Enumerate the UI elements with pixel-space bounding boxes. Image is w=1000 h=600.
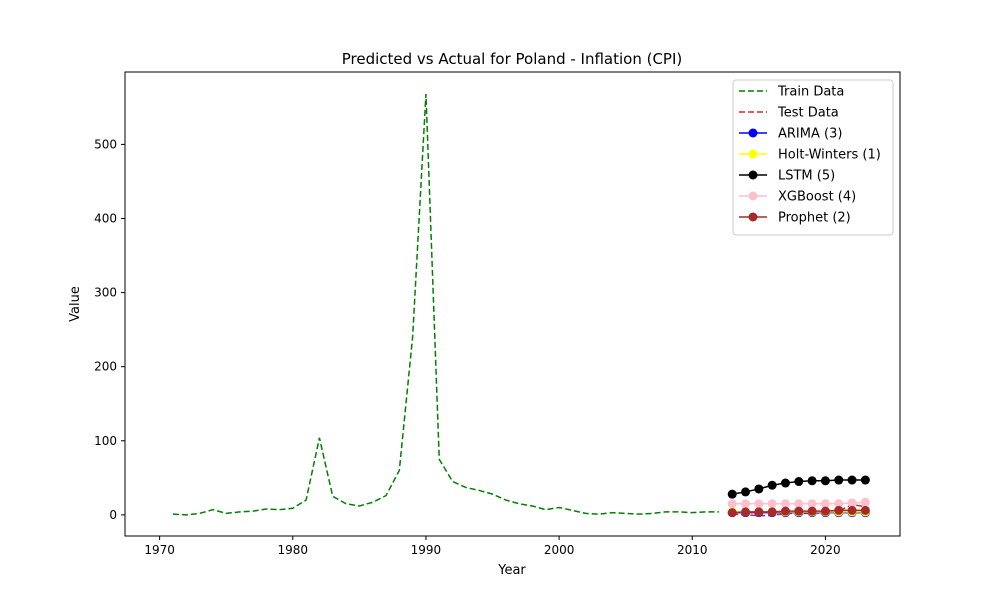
data-point-prophet-2	[727, 508, 737, 518]
series-train-data	[172, 93, 719, 516]
y-tick-label: 300	[94, 286, 117, 300]
data-point-xgboost-4	[754, 499, 764, 509]
data-point-xgboost-4	[834, 499, 844, 509]
legend-marker	[748, 128, 758, 138]
x-tick-label: 2000	[544, 543, 575, 557]
x-tick-label: 1970	[144, 543, 175, 557]
data-point-lstm-5	[754, 484, 764, 494]
legend: Train Data Test Data ARIMA (3) Holt-Winters…	[732, 79, 894, 236]
data-point-prophet-2	[820, 506, 830, 516]
y-tick-label: 100	[94, 434, 117, 448]
legend-marker	[748, 191, 758, 201]
data-point-prophet-2	[807, 506, 817, 516]
x-tick-label: 2020	[810, 543, 841, 557]
data-point-prophet-2	[754, 507, 764, 517]
legend-label: ARIMA (3)	[778, 127, 842, 142]
data-point-lstm-5	[807, 476, 817, 486]
data-point-lstm-5	[794, 477, 804, 487]
data-point-xgboost-4	[807, 499, 817, 509]
series-prophet-2	[727, 505, 870, 518]
series-line-train-data	[172, 93, 719, 516]
x-axis: 1970 1980 1990 2000 2010 2020	[144, 536, 841, 557]
legend-item-holt-winters-1: Holt-Winters (1)	[739, 148, 881, 163]
series-xgboost-4	[727, 497, 870, 509]
data-point-prophet-2	[847, 505, 857, 515]
legend-marker	[748, 212, 758, 222]
legend-item-prophet-2: Prophet (2)	[739, 211, 851, 226]
legend-item-train-data: Train Data	[739, 85, 844, 100]
data-point-prophet-2	[794, 506, 804, 516]
data-point-prophet-2	[767, 507, 777, 517]
chart-title: Predicted vs Actual for Poland - Inflati…	[342, 50, 683, 68]
x-tick-label: 2010	[677, 543, 708, 557]
data-point-lstm-5	[860, 475, 870, 485]
data-point-lstm-5	[847, 475, 857, 485]
legend-label: XGBoost (4)	[778, 190, 856, 205]
y-tick-label: 200	[94, 360, 117, 374]
series-layer	[172, 93, 870, 518]
data-point-xgboost-4	[780, 499, 790, 509]
legend-item-lstm-5: LSTM (5)	[739, 169, 835, 184]
plot-frame	[124, 71, 901, 537]
y-tick-label: 500	[94, 137, 117, 151]
legend-item-test-data: Test Data	[739, 106, 839, 121]
data-point-prophet-2	[780, 506, 790, 516]
y-tick-label: 400	[94, 211, 117, 225]
y-axis: 0 100 200 300 400 500	[94, 137, 125, 522]
data-point-lstm-5	[780, 478, 790, 488]
data-point-xgboost-4	[820, 499, 830, 509]
data-point-xgboost-4	[794, 499, 804, 509]
data-point-xgboost-4	[860, 497, 870, 507]
legend-item-arima-3: ARIMA (3)	[739, 127, 842, 142]
data-point-lstm-5	[741, 487, 751, 497]
data-point-xgboost-4	[727, 499, 737, 509]
legend-label: Prophet (2)	[778, 211, 851, 226]
legend-marker	[748, 149, 758, 159]
legend-item-xgboost-4: XGBoost (4)	[739, 190, 856, 205]
data-point-xgboost-4	[767, 499, 777, 509]
data-point-xgboost-4	[741, 499, 751, 509]
series-lstm-5	[727, 475, 870, 499]
data-point-lstm-5	[767, 480, 777, 490]
y-tick-label: 0	[109, 508, 117, 522]
legend-box	[732, 79, 894, 236]
data-point-lstm-5	[727, 489, 737, 499]
data-point-xgboost-4	[847, 498, 857, 508]
data-point-prophet-2	[834, 505, 844, 515]
legend-label: Train Data	[777, 85, 844, 100]
data-point-prophet-2	[860, 505, 870, 515]
legend-label: LSTM (5)	[778, 169, 835, 184]
legend-label: Holt-Winters (1)	[778, 148, 881, 163]
data-point-lstm-5	[834, 475, 844, 485]
legend-label: Test Data	[777, 106, 839, 121]
y-axis-label: Value	[68, 286, 83, 322]
x-tick-label: 1990	[411, 543, 442, 557]
data-point-lstm-5	[820, 476, 830, 486]
legend-marker	[748, 170, 758, 180]
x-axis-label: Year	[497, 563, 526, 578]
x-tick-label: 1980	[278, 543, 309, 557]
data-point-prophet-2	[741, 507, 751, 517]
